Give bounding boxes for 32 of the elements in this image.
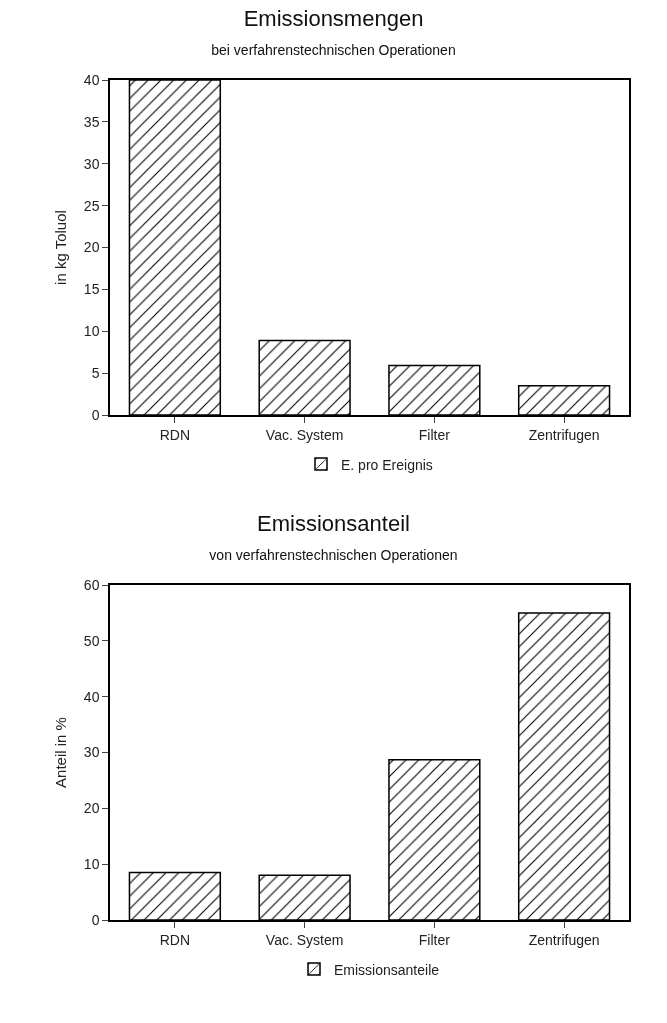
x-tick-label: Zentrifugen (528, 426, 600, 443)
x-tick-label: Vac. System (265, 931, 344, 948)
x-tick-label: Filter (418, 931, 451, 948)
chart-subtitle: von verfahrenstechnischen Operationen (209, 547, 458, 563)
chart-title: Emissionsmengen (243, 6, 424, 32)
y-tick-label: 20 (83, 800, 100, 817)
y-tick-label: 5 (91, 365, 100, 382)
text: E. pro Ereignis (341, 456, 433, 473)
y-tick-label: 40 (83, 71, 100, 88)
y-tick-label: 35 (83, 113, 100, 130)
y-tick-label: 10 (83, 323, 100, 340)
x-tick-label: RDN (159, 426, 191, 443)
x-tick-label: Vac. System (265, 426, 344, 443)
y-tick-label: 20 (83, 239, 100, 256)
chart-subtitle: bei verfahrenstechnischen Operationen (211, 42, 456, 58)
y-tick-label: 0 (91, 911, 100, 928)
x-tick-label: Filter (418, 426, 451, 443)
y-tick-label: 30 (83, 155, 100, 172)
y-tick-label: 50 (83, 632, 100, 649)
y-tick-label: 30 (83, 744, 100, 761)
y-tick-label: 0 (91, 406, 100, 423)
y-tick-label: 10 (83, 856, 100, 873)
text: Emissionsanteile (334, 961, 440, 978)
x-tick-label: RDN (159, 931, 191, 948)
y-tick-label: 15 (83, 281, 100, 298)
y-axis-title: Anteil in % (51, 717, 69, 788)
y-tick-label: 25 (83, 197, 100, 214)
x-tick-label: Zentrifugen (528, 931, 600, 948)
y-axis-title: in kg Toluol (51, 210, 69, 285)
y-tick-label: 60 (83, 576, 100, 593)
chart-title: Emissionsanteil (257, 511, 410, 537)
y-tick-label: 40 (83, 688, 100, 705)
